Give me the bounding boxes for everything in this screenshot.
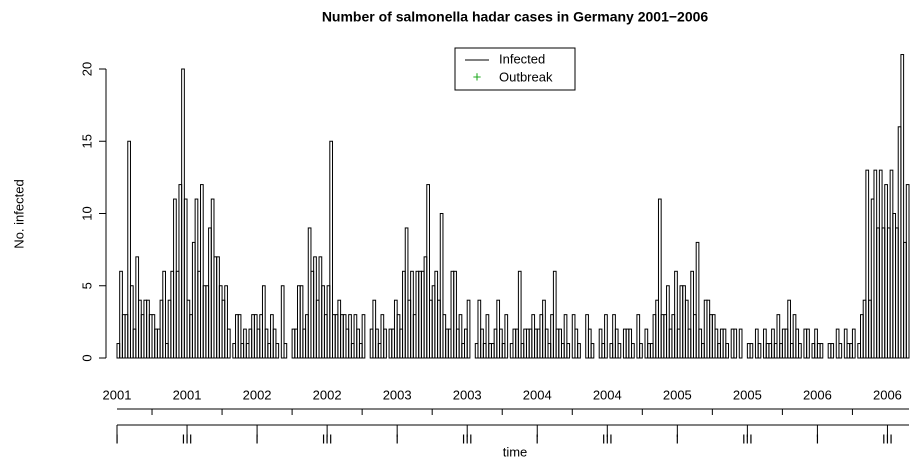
bar [200, 184, 204, 359]
bar [657, 198, 662, 359]
bar [552, 270, 557, 359]
legend-box [454, 47, 576, 91]
bar [129, 285, 134, 359]
bar [695, 241, 700, 359]
bar [404, 227, 409, 359]
x-tick-label: I [255, 431, 259, 446]
bar [757, 343, 762, 359]
bar [439, 213, 444, 359]
bar [504, 314, 509, 359]
x-tick-label: III [602, 431, 613, 446]
x-tick-label: 2004 [593, 387, 622, 402]
bar [851, 328, 856, 359]
x-tick-label: 2006 [803, 387, 832, 402]
bar [590, 343, 595, 359]
bar [563, 314, 568, 359]
legend-symbol: + [473, 69, 482, 86]
y-axis-label: No. infected [11, 179, 26, 248]
x-tick-label: 2003 [383, 387, 412, 402]
bar [733, 328, 738, 359]
bar [577, 343, 581, 359]
y-tick-label: 20 [79, 62, 94, 76]
bar [776, 314, 781, 359]
bar [237, 314, 242, 359]
bar [900, 54, 905, 359]
bar [162, 270, 166, 359]
bar [798, 343, 802, 359]
bar [426, 184, 430, 359]
bar [639, 343, 643, 359]
x-tick-label: I [535, 431, 539, 446]
x-tick-label: 2006 [873, 387, 902, 402]
bar [738, 328, 743, 359]
x-tick-label: III [882, 431, 893, 446]
bar [566, 343, 571, 359]
bar [631, 343, 635, 359]
bar [226, 328, 231, 359]
bar [806, 328, 810, 359]
bar [749, 343, 754, 359]
bar [485, 314, 490, 359]
bar [466, 299, 471, 359]
x-tick-label: III [742, 431, 753, 446]
y-tick-label: 0 [79, 354, 94, 361]
legend-label: Infected [499, 51, 545, 66]
x-tick-label: 2002 [243, 387, 272, 402]
bar [636, 314, 641, 359]
x-tick-label: 2001 [103, 387, 132, 402]
bar [383, 328, 387, 359]
x-tick-label: I [816, 431, 820, 446]
x-tick-label: 2002 [313, 387, 342, 402]
y-tick-label: 15 [79, 134, 94, 148]
bar [224, 285, 228, 359]
bar [819, 343, 824, 359]
y-tick-label: 10 [79, 206, 94, 220]
bar [905, 184, 910, 359]
y-tick-label: 5 [79, 282, 94, 289]
bar [453, 270, 457, 359]
x-tick-label: III [462, 431, 473, 446]
bar [261, 285, 266, 359]
x-tick-label: 2004 [523, 387, 552, 402]
bar [283, 343, 288, 359]
bar [299, 285, 304, 359]
x-tick-label: III [322, 431, 333, 446]
bar [517, 270, 522, 359]
bar [348, 314, 352, 359]
bar [280, 285, 285, 359]
x-axis-label: time [503, 444, 528, 459]
legend-label: Outbreak [499, 69, 553, 84]
bar [275, 343, 280, 359]
x-tick-label: III [182, 431, 193, 446]
bar [329, 140, 334, 359]
bar [604, 314, 608, 359]
bar [865, 169, 870, 359]
bar [361, 314, 366, 359]
x-tick-label: I [676, 431, 680, 446]
bar [674, 270, 678, 359]
x-tick-label: 2001 [173, 387, 202, 402]
x-tick-label: 2003 [453, 387, 482, 402]
bar [127, 140, 131, 359]
bar [666, 285, 670, 359]
bar [458, 314, 463, 359]
x-tick-label: I [395, 431, 399, 446]
bar [787, 299, 791, 359]
bar [830, 343, 835, 359]
x-tick-label: I [115, 431, 119, 446]
x-tick-label: 2005 [663, 387, 692, 402]
bar [725, 343, 730, 359]
bar [838, 343, 843, 359]
bar [183, 198, 188, 359]
chart-title: Number of salmonella hadar cases in Germ… [322, 9, 709, 25]
x-tick-label: 2005 [733, 387, 762, 402]
bar [617, 343, 622, 359]
